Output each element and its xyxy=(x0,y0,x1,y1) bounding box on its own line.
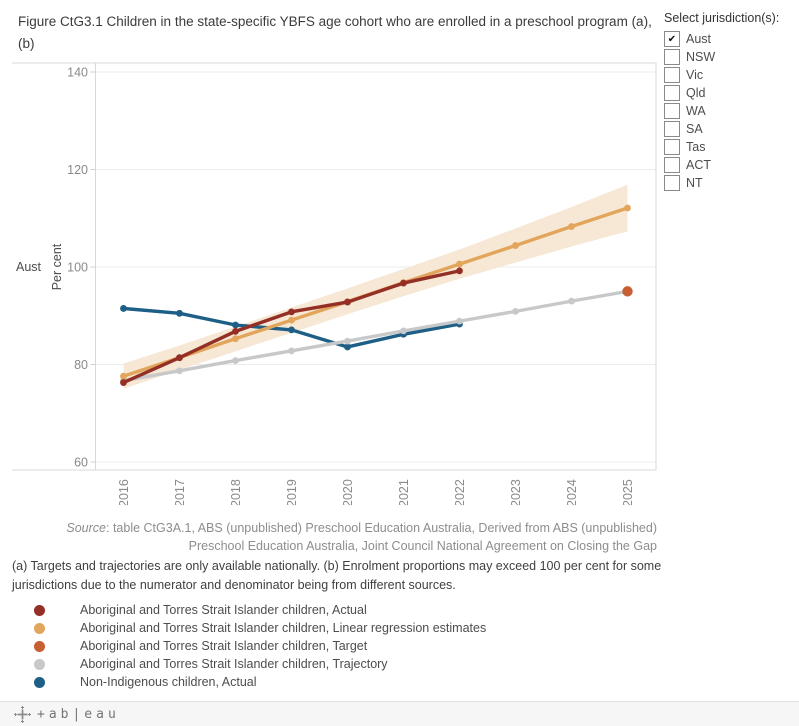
jurisdiction-option-tas[interactable]: Tas xyxy=(664,138,794,156)
checkbox-label-wa: WA xyxy=(686,104,706,118)
checkbox-label-nsw: NSW xyxy=(686,50,716,64)
svg-text:60: 60 xyxy=(74,456,88,470)
line-chart[interactable]: 60 80 100 120 140 2016 2017 2018 2019 2020 2021 202… xyxy=(0,55,660,505)
checkbox-label-tas: Tas xyxy=(686,140,706,154)
bottom-toolbar: +ab|eau xyxy=(0,701,799,726)
jurisdiction-option-wa[interactable]: WA xyxy=(664,102,794,120)
source-caption: Source: table CtG3A.1, ABS (unpublished)… xyxy=(12,519,657,555)
legend-item-0[interactable]: Aboriginal and Torres Strait Islander ch… xyxy=(34,601,486,619)
svg-text:2024: 2024 xyxy=(565,479,579,505)
legend-label: Aboriginal and Torres Strait Islander ch… xyxy=(80,657,388,671)
tableau-logo-text: +ab|eau xyxy=(37,706,120,722)
legend-label: Non-Indigenous children, Actual xyxy=(80,675,257,689)
legend-dot-icon xyxy=(34,676,45,688)
svg-text:2018: 2018 xyxy=(229,479,243,505)
legend-label: Aboriginal and Torres Strait Islander ch… xyxy=(80,603,367,617)
legend-dot-icon xyxy=(34,658,45,670)
legend-dot-icon xyxy=(34,622,45,634)
legend-label: Aboriginal and Torres Strait Islander ch… xyxy=(80,621,487,635)
jurisdiction-option-sa[interactable]: SA xyxy=(664,120,794,138)
checkbox-vic[interactable] xyxy=(664,67,680,83)
legend-label: Aboriginal and Torres Strait Islander ch… xyxy=(80,639,368,653)
legend-dot-icon xyxy=(34,640,45,652)
jurisdiction-option-act[interactable]: ACT xyxy=(664,156,794,174)
y-axis-title: Per cent xyxy=(50,243,64,291)
legend-item-4[interactable]: Non-Indigenous children, Actual xyxy=(34,673,486,691)
svg-text:2019: 2019 xyxy=(285,479,299,505)
checkbox-act[interactable] xyxy=(664,157,680,173)
jurisdiction-option-nsw[interactable]: NSW xyxy=(664,48,794,66)
row-label-aust: Aust xyxy=(16,260,42,274)
jurisdiction-option-nt[interactable]: NT xyxy=(664,174,794,192)
svg-text:140: 140 xyxy=(67,66,88,80)
svg-text:80: 80 xyxy=(74,358,88,372)
svg-text:2016: 2016 xyxy=(117,479,131,505)
legend-dot-icon xyxy=(34,604,45,616)
checkbox-sa[interactable] xyxy=(664,121,680,137)
jurisdiction-option-vic[interactable]: Vic xyxy=(664,66,794,84)
checkbox-aust[interactable]: ✔ xyxy=(664,31,680,47)
svg-text:2021: 2021 xyxy=(397,479,411,505)
checkbox-tas[interactable] xyxy=(664,139,680,155)
checkbox-label-act: ACT xyxy=(686,158,711,172)
svg-text:2025: 2025 xyxy=(621,479,635,505)
checkbox-label-vic: Vic xyxy=(686,68,704,82)
jurisdiction-filter: Select jurisdiction(s): ✔ Aust NSW Vic Qld WA… xyxy=(664,11,794,192)
legend-item-2[interactable]: Aboriginal and Torres Strait Islander ch… xyxy=(34,637,486,655)
chart-legend: Aboriginal and Torres Strait Islander ch… xyxy=(34,601,486,691)
source-text: : table CtG3A.1, ABS (unpublished) Presc… xyxy=(106,521,657,554)
footnote: (a) Targets and trajectories are only av… xyxy=(12,559,662,592)
checkbox-label-sa: SA xyxy=(686,122,703,136)
jurisdiction-option-aust[interactable]: ✔ Aust xyxy=(664,30,794,48)
jurisdiction-filter-options: ✔ Aust NSW Vic Qld WA SA Tas ACT NT xyxy=(664,30,794,192)
checkbox-label-aust: Aust xyxy=(686,32,712,46)
source-prefix: Source xyxy=(66,521,106,535)
svg-text:2020: 2020 xyxy=(341,479,355,505)
checkbox-nsw[interactable] xyxy=(664,49,680,65)
jurisdiction-filter-label: Select jurisdiction(s): xyxy=(664,11,780,25)
checkbox-qld[interactable] xyxy=(664,85,680,101)
chart-title: Figure CtG3.1 Children in the state-spec… xyxy=(18,14,652,52)
svg-text:2017: 2017 xyxy=(173,479,187,505)
checkbox-label-nt: NT xyxy=(686,176,703,190)
legend-item-3[interactable]: Aboriginal and Torres Strait Islander ch… xyxy=(34,655,486,673)
svg-text:2022: 2022 xyxy=(453,479,467,505)
checkbox-label-qld: Qld xyxy=(686,86,706,100)
jurisdiction-option-qld[interactable]: Qld xyxy=(664,84,794,102)
tableau-logo-icon xyxy=(14,705,31,723)
tableau-logo[interactable]: +ab|eau xyxy=(14,705,120,723)
checkbox-nt[interactable] xyxy=(664,175,680,191)
chart-area[interactable]: 60 80 100 120 140 2016 2017 2018 2019 2020 2021 202… xyxy=(0,55,660,505)
svg-text:2023: 2023 xyxy=(509,479,523,505)
svg-text:100: 100 xyxy=(67,261,88,275)
svg-text:120: 120 xyxy=(67,163,88,177)
legend-item-1[interactable]: Aboriginal and Torres Strait Islander ch… xyxy=(34,619,486,637)
checkbox-wa[interactable] xyxy=(664,103,680,119)
